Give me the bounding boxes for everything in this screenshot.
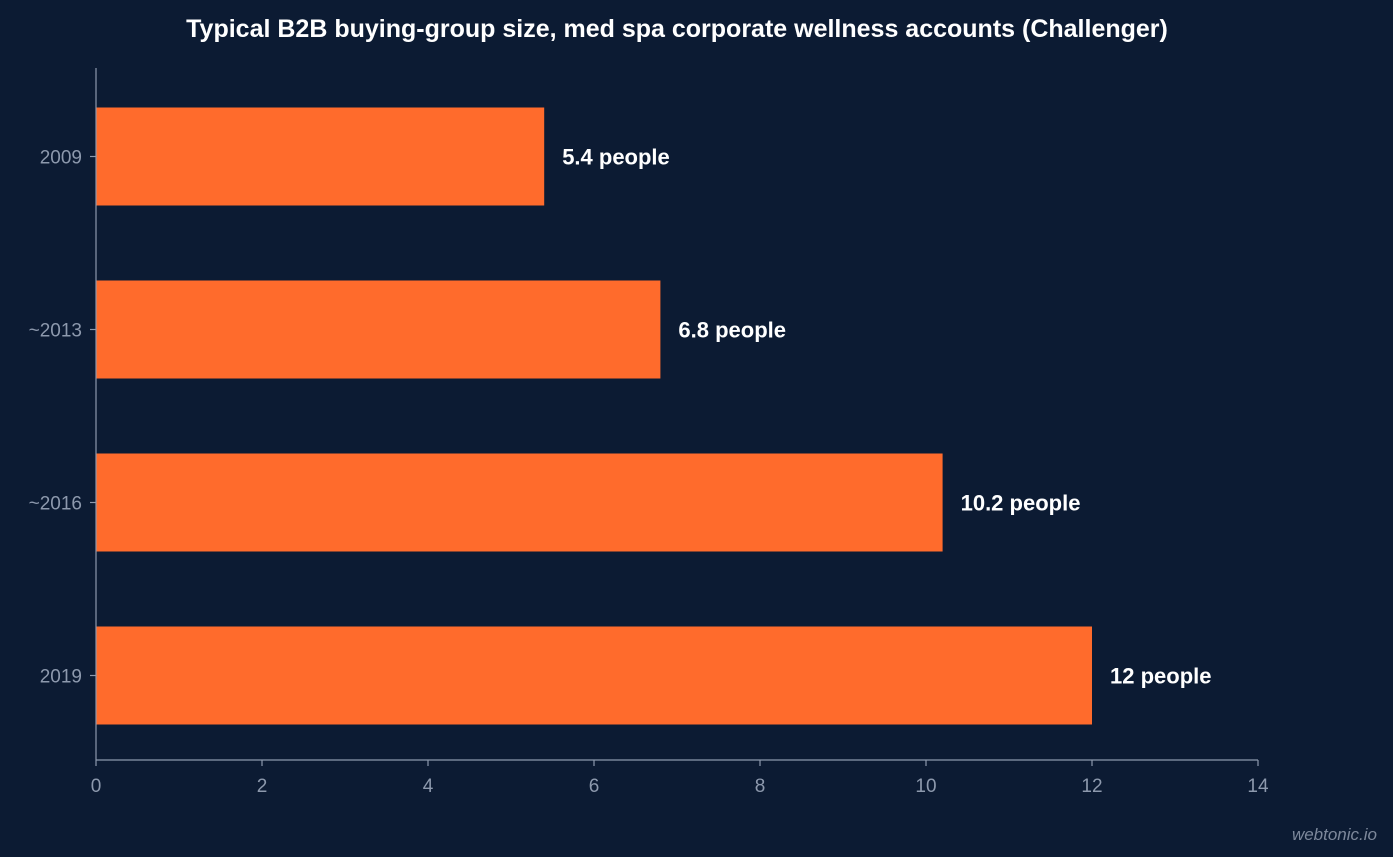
- y-axis: 2009 ~2013 ~2016 2019: [29, 68, 97, 760]
- data-label-0: 5.4 people: [562, 145, 670, 170]
- bar-3: [96, 626, 1092, 725]
- y-tick-label-0: 2009: [40, 148, 82, 169]
- y-tick-label-1: ~2013: [29, 321, 82, 342]
- data-label-3: 12 people: [1110, 664, 1211, 689]
- x-tick-label-7: 14: [1247, 776, 1269, 797]
- data-label-1: 6.8 people: [678, 318, 786, 343]
- x-tick-label-4: 8: [755, 776, 766, 797]
- x-tick-label-5: 10: [915, 776, 936, 797]
- x-tick-label-1: 2: [257, 776, 268, 797]
- x-axis: 0 2 4 6 8 10 12 14: [91, 759, 1269, 797]
- x-tick-label-2: 4: [423, 776, 434, 797]
- x-tick-label-0: 0: [91, 776, 102, 797]
- bar-1: [96, 280, 661, 379]
- x-tick-label-3: 6: [589, 776, 600, 797]
- watermark: webtonic.io: [1292, 825, 1377, 844]
- data-label-2: 10.2 people: [961, 491, 1081, 516]
- bars-group: 5.4 people 6.8 people 10.2 people 12 people: [96, 107, 1211, 725]
- y-tick-label-2: ~2016: [29, 494, 82, 515]
- chart-title: Typical B2B buying-group size, med spa c…: [186, 15, 1168, 43]
- x-tick-label-6: 12: [1081, 776, 1102, 797]
- bar-2: [96, 453, 943, 552]
- bar-0: [96, 107, 545, 206]
- y-tick-label-3: 2019: [40, 667, 82, 688]
